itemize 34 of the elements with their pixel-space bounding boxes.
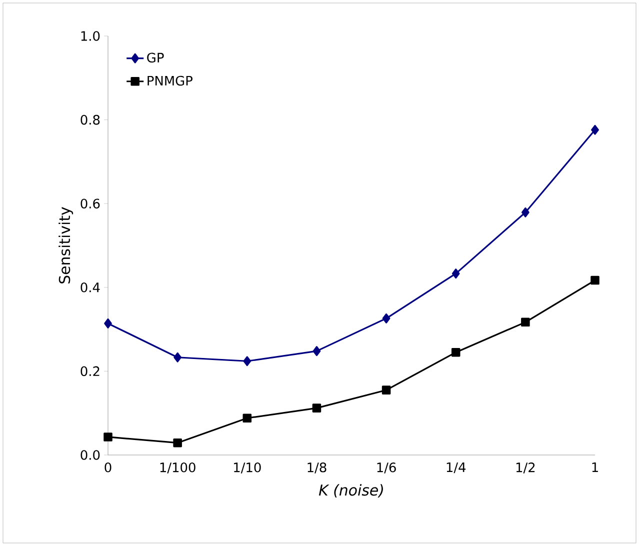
x-tick-label: 1/100	[160, 462, 196, 474]
legend-label: GP	[147, 52, 164, 63]
y-axis-title: Sensitivity	[58, 207, 74, 284]
point	[521, 318, 530, 327]
y-tick-label: 0.6	[80, 198, 100, 208]
legend-label: PNMGP	[148, 76, 192, 86]
point	[452, 268, 460, 279]
point	[451, 348, 460, 357]
point	[312, 346, 321, 356]
y-tick-label: 0.2	[80, 366, 100, 376]
y-tick-label: 0.0	[80, 450, 100, 460]
point	[382, 386, 391, 394]
x-tick-label: 1/8	[308, 462, 326, 474]
y-tick-label: 1.0	[81, 31, 100, 41]
x-tick-label: 1/4	[446, 462, 466, 474]
x-tick-label: 1/10	[234, 462, 261, 474]
x-tick-label: 0	[104, 462, 112, 472]
point	[382, 313, 390, 324]
point	[243, 356, 252, 366]
point	[174, 352, 182, 362]
x-axis-title: K (noise)	[318, 484, 383, 498]
x-tick-label: 1	[592, 462, 598, 472]
y-tick-label: 0.4	[80, 282, 100, 292]
point	[312, 404, 322, 412]
x-tick-label: 1/6	[377, 462, 396, 474]
point	[590, 276, 600, 285]
point	[521, 207, 530, 218]
point	[104, 318, 112, 328]
point	[173, 438, 182, 448]
point	[242, 414, 252, 423]
point	[104, 432, 112, 442]
x-tick-label: 1/2	[516, 462, 535, 474]
y-tick-label: 0.8	[80, 114, 100, 125]
point	[591, 124, 599, 135]
